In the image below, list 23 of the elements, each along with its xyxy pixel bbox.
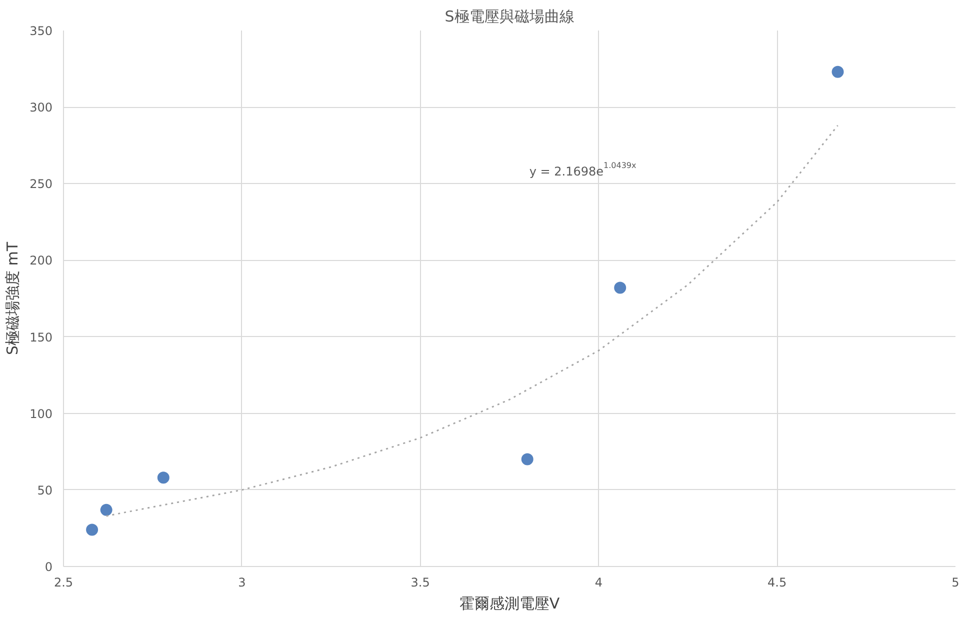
x-tick-label: 2.5: [54, 576, 74, 590]
y-axis-title: S極磁場強度 mT: [4, 241, 22, 356]
point: [521, 453, 534, 466]
point: [832, 66, 844, 78]
y-tick-label: 150: [30, 330, 52, 344]
chart-title: S極電壓與磁場曲線: [444, 8, 574, 26]
y-tick-label: 350: [30, 24, 52, 38]
y-tick-label: 300: [30, 100, 52, 115]
y-tick-label: 100: [30, 406, 52, 421]
point: [157, 472, 170, 484]
x-tick-label: 4: [594, 576, 603, 590]
x-tick-label: 3.5: [410, 576, 430, 590]
x-tick-label: 5: [952, 576, 960, 590]
y-tick-label: 250: [30, 177, 52, 192]
point: [100, 504, 112, 516]
y-tick-label: 50: [37, 483, 53, 498]
x-tick-label: 4.5: [768, 576, 787, 590]
y-tick-label: 200: [30, 254, 52, 268]
x-axis-title: 霍爾感測電壓V: [459, 594, 560, 612]
x-tick-label: 3: [238, 576, 246, 590]
point: [86, 524, 98, 536]
point: [614, 282, 626, 294]
y-tick-label: 0: [44, 560, 53, 574]
